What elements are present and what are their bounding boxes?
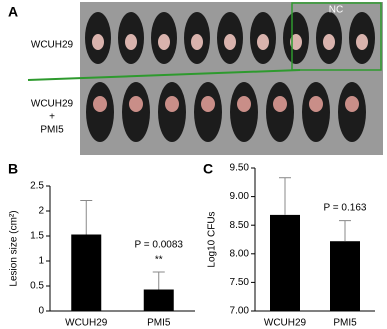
annotation: **	[155, 255, 163, 266]
y-tick-label: 9.50	[230, 163, 250, 174]
y-tick-label: 8.50	[230, 220, 250, 231]
x-tick-label: PMI5	[147, 318, 171, 329]
row-label: PMI5	[40, 125, 64, 136]
lesion	[224, 34, 236, 50]
annotation: P = 0.163	[324, 203, 367, 214]
y-tick-label: 1	[38, 256, 44, 267]
nc-box	[291, 2, 382, 71]
mice	[85, 12, 375, 142]
nc-label: NC	[329, 5, 343, 16]
panel-label: A	[8, 4, 18, 20]
lesion	[290, 34, 302, 50]
bar	[71, 234, 102, 311]
lesion	[125, 34, 137, 50]
panel-label: B	[8, 161, 18, 177]
y-tick-label: 2.5	[30, 181, 44, 192]
lesion	[165, 96, 179, 112]
y-tick-label: 2	[38, 206, 44, 217]
divider-line	[27, 69, 301, 81]
x-tick-label: PMI5	[333, 318, 357, 329]
y-axis-label: Log10 CFUs	[207, 211, 218, 267]
lesion	[356, 34, 368, 50]
lesion	[345, 96, 359, 112]
lesion	[191, 34, 203, 50]
lesion	[93, 96, 107, 112]
y-tick-label: 1.5	[30, 231, 44, 242]
y-tick-label: 0	[38, 306, 44, 317]
y-tick-label: 8.00	[230, 248, 250, 259]
row-label: WCUH29	[31, 99, 74, 110]
x-tick-label: WCUH29	[264, 318, 307, 329]
lesion	[257, 34, 269, 50]
lesion	[237, 96, 251, 112]
lesion	[92, 34, 104, 50]
bar	[270, 214, 300, 311]
lesion	[309, 96, 323, 112]
y-axis-label: Lesion size (cm²)	[9, 210, 20, 286]
lesion	[273, 96, 287, 112]
y-tick-label: 9.00	[230, 191, 250, 202]
y-tick-label: 7.50	[230, 277, 250, 288]
lesion	[158, 34, 170, 50]
lesion	[129, 96, 143, 112]
bar	[143, 289, 174, 311]
y-tick-label: 0.5	[30, 281, 44, 292]
x-tick-label: WCUH29	[65, 318, 108, 329]
y-tick-label: 7.00	[230, 306, 250, 317]
row-label: WCUH29	[31, 40, 74, 51]
lesion	[323, 34, 335, 50]
bar	[330, 241, 360, 311]
annotation: P = 0.0083	[135, 240, 184, 251]
panel-label: C	[203, 161, 213, 177]
row-label: +	[49, 112, 55, 123]
lesion	[201, 96, 215, 112]
